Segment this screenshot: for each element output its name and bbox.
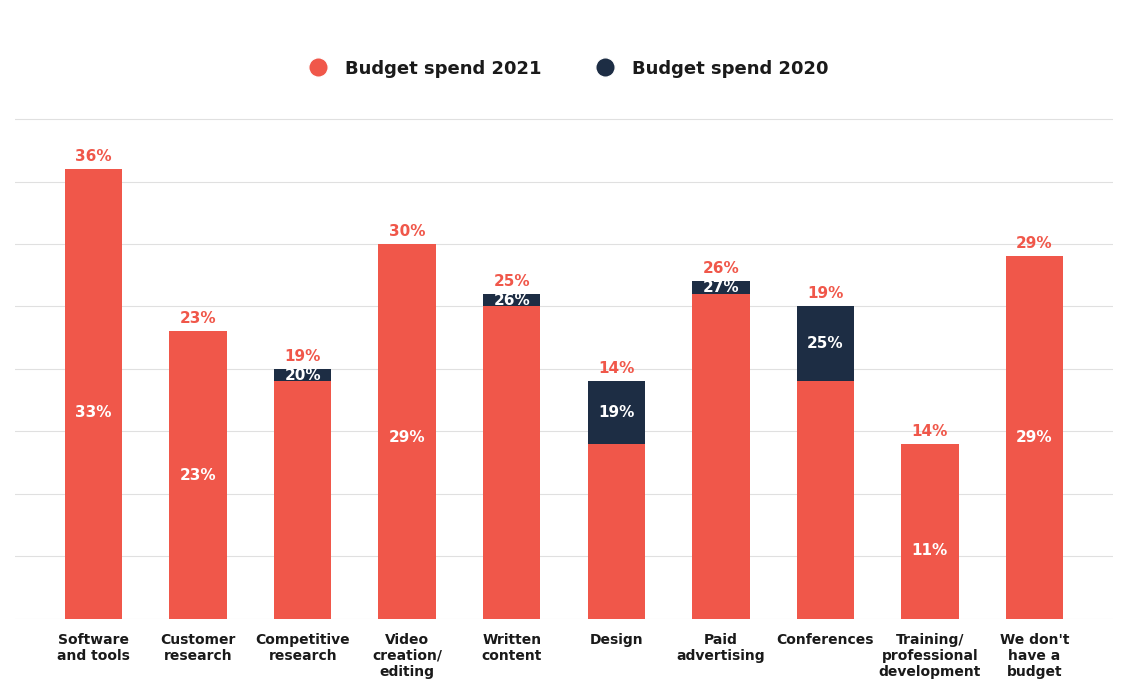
Bar — [796, 307, 854, 619]
Bar — [796, 382, 854, 619]
Text: 19%: 19% — [598, 405, 634, 420]
Bar — [901, 444, 959, 619]
Text: 30%: 30% — [389, 224, 425, 239]
Text: 26%: 26% — [703, 262, 739, 276]
Text: 27%: 27% — [703, 280, 739, 295]
Bar — [379, 244, 435, 619]
Bar — [65, 169, 123, 619]
Text: 25%: 25% — [807, 337, 844, 351]
Bar — [169, 332, 227, 619]
Text: 19%: 19% — [808, 287, 844, 301]
Text: 36%: 36% — [76, 149, 112, 164]
Bar — [693, 282, 749, 619]
Text: 11%: 11% — [911, 543, 948, 557]
Text: 23%: 23% — [179, 312, 217, 326]
Text: 23%: 23% — [179, 468, 217, 482]
Bar — [483, 307, 540, 619]
Text: 14%: 14% — [598, 362, 634, 376]
Bar — [274, 369, 332, 619]
Bar — [693, 294, 749, 619]
Bar — [65, 207, 123, 619]
Text: 33%: 33% — [76, 405, 112, 420]
Text: 26%: 26% — [493, 293, 530, 307]
Bar — [1005, 257, 1063, 619]
Bar — [901, 482, 959, 619]
Bar — [588, 444, 645, 619]
Text: 29%: 29% — [1016, 237, 1052, 251]
Text: 14%: 14% — [911, 424, 948, 439]
Bar — [274, 382, 332, 619]
Legend: Budget spend 2021, Budget spend 2020: Budget spend 2021, Budget spend 2020 — [291, 51, 837, 87]
Bar — [379, 257, 435, 619]
Text: 20%: 20% — [284, 368, 321, 382]
Text: 19%: 19% — [284, 349, 320, 364]
Bar — [1005, 257, 1063, 619]
Bar — [588, 382, 645, 619]
Text: 29%: 29% — [1016, 430, 1052, 445]
Bar — [483, 294, 540, 619]
Bar — [169, 332, 227, 619]
Text: 25%: 25% — [493, 274, 530, 289]
Text: 29%: 29% — [389, 430, 425, 445]
